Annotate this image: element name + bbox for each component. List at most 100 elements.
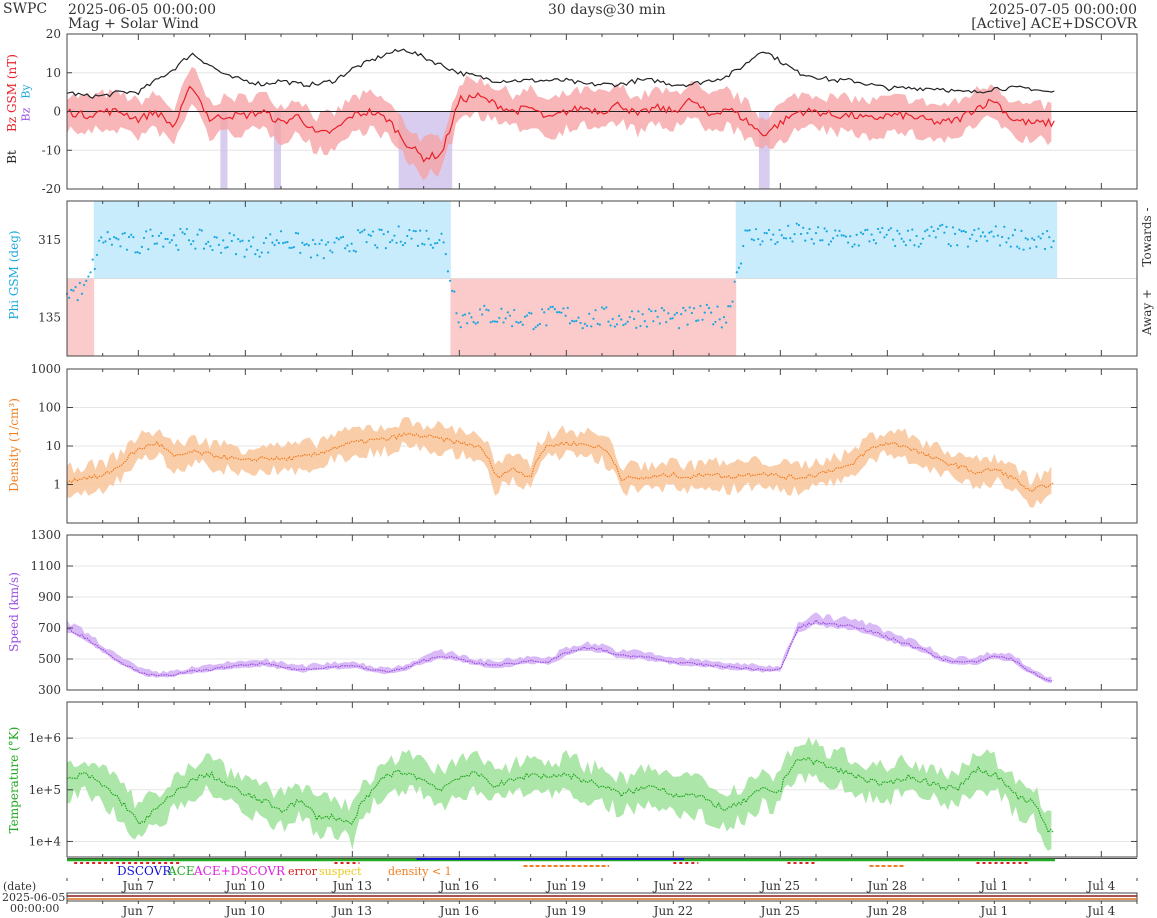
phi-point [622, 323, 625, 327]
phi-point [249, 245, 253, 248]
phi-point [887, 228, 890, 232]
phi-point [714, 320, 717, 324]
away-sector-shading [602, 278, 612, 356]
legend-acedscovr: ACE+DSCOVR [193, 864, 286, 878]
phi-point [930, 225, 933, 229]
phi-point [1018, 247, 1021, 250]
phi-point [504, 317, 507, 320]
phi-point [172, 234, 176, 237]
phi-point [1052, 239, 1055, 243]
phi-point [431, 246, 435, 249]
phi-point [962, 229, 965, 233]
phi-point [140, 245, 143, 248]
phi-point [421, 242, 424, 245]
phi-point [718, 318, 721, 321]
x-tick-label: Jun 7 [120, 904, 154, 918]
phi-point [378, 228, 381, 231]
phi-point [331, 251, 334, 254]
phi-point [262, 241, 265, 245]
phi-point [393, 234, 396, 237]
phi-point [136, 250, 139, 254]
phi-point [812, 242, 815, 245]
towards-sector-shading [298, 201, 309, 279]
phi-point [701, 318, 704, 321]
away-sector-shading [459, 278, 469, 356]
phi-point [498, 316, 501, 320]
speed-y-tick-label: 1100 [30, 559, 61, 573]
phi-point [772, 233, 775, 236]
phi-point [455, 312, 458, 315]
towards-sector-shading [379, 201, 389, 279]
speed-series-line [66, 619, 1054, 682]
temperature-y-tick-label: 1e+5 [29, 783, 61, 797]
phi-point [337, 238, 340, 241]
phi-point [641, 313, 644, 316]
phi-point [656, 315, 659, 318]
phi-point [224, 246, 227, 249]
phi-point [279, 230, 283, 233]
phi-point [438, 238, 441, 242]
phi-point [275, 239, 278, 242]
density-y-tick-label: 100 [38, 401, 61, 415]
phi-point [823, 227, 826, 230]
phi-point [836, 234, 839, 237]
phi-point [367, 233, 370, 236]
towards-sector-shading [771, 201, 781, 279]
x-tick-label: Jun 22 [652, 879, 693, 893]
phi-point [209, 245, 212, 248]
phi-point [947, 243, 950, 246]
phi-point [966, 245, 970, 248]
phi-point [746, 229, 749, 232]
phi-point [200, 229, 203, 232]
phi-point [183, 232, 186, 236]
phi-point [874, 242, 878, 245]
phi-point [106, 231, 109, 234]
phi-point [647, 308, 651, 311]
phi-point [258, 255, 261, 258]
bz-range-band [67, 66, 1052, 181]
agency-label: SWPC [3, 1, 48, 17]
x-tick-label: Jun 28 [866, 879, 907, 893]
phi-point [282, 242, 285, 245]
phi-point [889, 227, 893, 230]
towards-sector-shading [343, 201, 353, 279]
away-sector-shading [566, 278, 576, 356]
phi-point [774, 242, 777, 246]
bz-y-tick-label: 20 [46, 27, 61, 41]
towards-sector-shading [851, 201, 861, 279]
phi-point [943, 231, 946, 234]
x-tick-label: Jul 4 [1085, 904, 1115, 918]
phi-point [898, 232, 901, 235]
legend-dscovr: DSCOVR [117, 864, 172, 878]
phi-point [508, 314, 512, 317]
phi-point [1026, 238, 1029, 241]
phi-point [213, 235, 216, 239]
phi-point [511, 325, 514, 328]
phi-point [921, 237, 925, 240]
phi-point [630, 310, 634, 313]
phi-point [89, 271, 92, 274]
phi-point [977, 227, 980, 230]
phi-point [688, 306, 691, 309]
towards-sector-shading [923, 201, 933, 279]
phi-point [346, 244, 349, 247]
phi-point [466, 322, 469, 325]
phi-point [442, 241, 445, 244]
towards-sector-shading [744, 201, 754, 279]
away-sector-shading [521, 278, 532, 356]
phi-point [382, 233, 385, 236]
phi-point [309, 256, 313, 259]
phi-point [973, 229, 976, 232]
phi-point [151, 234, 154, 238]
phi-point [853, 243, 856, 246]
source-label: [Active] ACE+DSCOVR [971, 16, 1137, 32]
date-label: (date) [3, 880, 36, 893]
towards-sector-shading [165, 201, 175, 279]
phi-point [453, 290, 456, 293]
phi-point [600, 306, 604, 309]
towards-sector-shading [762, 201, 772, 279]
phi-point [401, 243, 405, 247]
phi-point [414, 230, 417, 233]
phi-point [95, 253, 99, 257]
phi-point [540, 308, 544, 311]
